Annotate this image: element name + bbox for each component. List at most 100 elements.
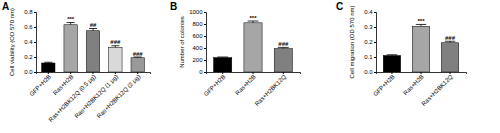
bar bbox=[383, 56, 400, 73]
tick: 0.0 bbox=[24, 69, 36, 75]
tick: 400 bbox=[192, 45, 206, 51]
error-bar bbox=[89, 29, 97, 31]
tick-label: GFP+H2B bbox=[28, 74, 52, 98]
annotation: *** bbox=[67, 16, 75, 22]
error-bar bbox=[248, 21, 259, 23]
axis-line bbox=[204, 13, 207, 73]
plot-area bbox=[214, 21, 293, 72]
bar bbox=[244, 23, 262, 72]
error-cap bbox=[89, 28, 97, 29]
tick-label: 0.4 bbox=[24, 39, 33, 45]
tick-label: 0.2 bbox=[24, 54, 33, 60]
annotation: ## bbox=[90, 22, 97, 28]
tick-label: 0.3 bbox=[364, 24, 373, 30]
error-cap bbox=[387, 54, 397, 55]
error-cap bbox=[217, 57, 228, 58]
tick-mark bbox=[34, 42, 36, 43]
tick-mark bbox=[204, 12, 206, 13]
error-cap bbox=[416, 24, 426, 25]
tick: 0.2 bbox=[24, 54, 36, 60]
tick-label: 0.6 bbox=[24, 24, 33, 30]
error-cap bbox=[134, 57, 142, 58]
tick-label: 0.4 bbox=[364, 9, 373, 15]
plot-area bbox=[383, 24, 458, 72]
annotation: ### bbox=[133, 51, 144, 57]
tick: GFP+H2B bbox=[28, 72, 52, 97]
error-bar bbox=[134, 57, 142, 59]
axis-line bbox=[37, 73, 151, 75]
y-axis: 0.00.20.40.60.8 bbox=[24, 9, 36, 75]
tick: 0.1 bbox=[364, 54, 376, 60]
tick: 0.0 bbox=[364, 69, 376, 75]
error-cap bbox=[111, 45, 119, 46]
panel: ***########0.00.20.40.60.8GFP+H2BRas+H2B… bbox=[9, 8, 151, 123]
y-axis-title: Cell viability (OD 570 nm) bbox=[9, 8, 15, 76]
annotation: *** bbox=[249, 15, 257, 21]
y-axis: 02004006008001000 bbox=[189, 9, 206, 75]
x-axis: GFP+H2BRas+H2BRas+H2BK12Q (0.5 μg)Ras+H2… bbox=[28, 72, 150, 123]
error-cap bbox=[248, 21, 259, 22]
panel-label: B bbox=[170, 1, 177, 12]
tick-label: Ras+H2BK12Q bbox=[254, 73, 288, 107]
error-bar bbox=[67, 23, 75, 25]
tick: Ras+H2BK12Q bbox=[420, 72, 454, 107]
error-bar bbox=[44, 62, 52, 64]
axis-line bbox=[374, 13, 377, 73]
bar bbox=[441, 43, 458, 72]
error-bar bbox=[387, 54, 397, 56]
tick-mark bbox=[374, 72, 376, 73]
tick-label: Ras+H2B bbox=[402, 74, 425, 97]
tick-label: 600 bbox=[192, 33, 203, 39]
tick: Ras+H2B bbox=[52, 72, 75, 96]
tick: 1000 bbox=[189, 9, 206, 15]
bar bbox=[412, 26, 429, 72]
x-axis: GFP+H2B Ras+H2BRas+H2BK12Q bbox=[203, 72, 301, 107]
tick: 800 bbox=[192, 21, 206, 27]
tick: Ras+H2BK12Q bbox=[254, 72, 288, 107]
y-axis-title: Number of colonies bbox=[179, 16, 185, 68]
annotation: ### bbox=[110, 39, 121, 45]
tick: 0.4 bbox=[24, 39, 36, 45]
tick-label: GFP+H2B bbox=[372, 74, 396, 98]
tick: 0.4 bbox=[364, 9, 376, 15]
tick-label: 0.0 bbox=[24, 69, 33, 75]
error-bar bbox=[445, 41, 455, 43]
tick: Ras+H2BK12Q (1 μg) bbox=[73, 72, 119, 119]
bar bbox=[86, 31, 99, 72]
tick-mark bbox=[204, 72, 206, 73]
annotation: ### bbox=[278, 41, 289, 47]
annotation: *** bbox=[417, 18, 425, 24]
tick-label: 0.1 bbox=[364, 54, 373, 60]
tick-mark bbox=[204, 48, 206, 49]
tick: Ras+H2B bbox=[234, 72, 257, 96]
bar bbox=[131, 58, 144, 72]
tick: 0 bbox=[199, 69, 206, 75]
bar bbox=[274, 49, 292, 72]
panel: ***###0.00.10.20.30.4GFP+H2BRas+H2BRas+H… bbox=[349, 5, 467, 106]
tick-mark bbox=[34, 27, 36, 28]
axis-line bbox=[207, 73, 301, 75]
panel-label: A bbox=[2, 1, 9, 12]
tick: 0.2 bbox=[364, 39, 376, 45]
tick-label: Ras+H2BK12Q bbox=[420, 73, 454, 107]
y-axis-title: Cell migration (OD 570 nm) bbox=[349, 5, 355, 78]
tick: 600 bbox=[192, 33, 206, 39]
error-cap bbox=[44, 62, 52, 63]
error-bar bbox=[217, 57, 228, 59]
tick-label: GFP+H2B bbox=[203, 74, 227, 98]
tick-label: 0.2 bbox=[364, 39, 373, 45]
tick-mark bbox=[34, 72, 36, 73]
tick-label: 400 bbox=[192, 45, 203, 51]
tick-label: Ras+H2BK12Q (2 μg) bbox=[96, 74, 142, 120]
tick-label: Ras+H2B bbox=[52, 74, 75, 97]
tick: GFP+H2B bbox=[372, 72, 396, 97]
tick-mark bbox=[374, 57, 376, 58]
figure: ***########0.00.20.40.60.8GFP+H2BRas+H2B… bbox=[0, 0, 500, 133]
tick-mark bbox=[204, 24, 206, 25]
bar bbox=[64, 25, 77, 72]
tick-mark bbox=[34, 57, 36, 58]
bar bbox=[214, 58, 232, 72]
tick: Ras+H2B bbox=[402, 72, 425, 96]
tick: 0.3 bbox=[364, 24, 376, 30]
panel: ***###02004006008001000GFP+H2BRas+H2BRas… bbox=[179, 9, 301, 107]
